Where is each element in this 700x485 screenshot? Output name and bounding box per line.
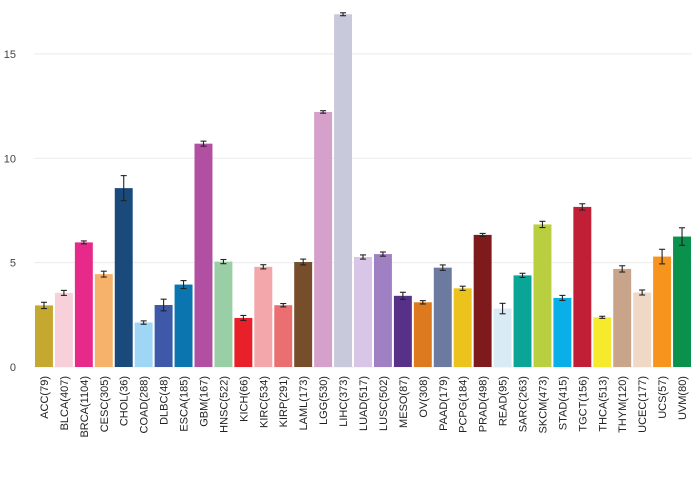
x-tick-label: UCS(57): [657, 376, 669, 419]
bar: [553, 297, 572, 367]
bar: [174, 284, 193, 367]
x-tick-label: KIRC(534): [258, 376, 270, 428]
x-tick-label: TGCT(156): [577, 376, 589, 432]
bar: [254, 266, 273, 367]
bar: [453, 288, 472, 367]
bar: [114, 188, 133, 367]
bar: [513, 275, 532, 367]
bar: [433, 267, 452, 367]
bar: [74, 242, 93, 367]
x-tick-label: BLCA(407): [59, 376, 71, 430]
y-tick-label: 15: [4, 49, 16, 61]
x-tick-label: LUAD(517): [358, 376, 370, 431]
x-tick-label: READ(95): [498, 376, 510, 426]
bar: [294, 262, 313, 367]
bar: [194, 143, 213, 367]
bar: [134, 322, 153, 367]
x-tick-label: UVM(80): [677, 376, 689, 420]
x-tick-label: OV(308): [418, 376, 430, 418]
x-tick-label: KIRP(291): [278, 376, 290, 427]
x-tick-label: LGG(530): [318, 376, 330, 425]
x-tick-label: PAAD(179): [438, 376, 450, 431]
bar: [493, 308, 512, 367]
x-tick-label: LIHC(373): [338, 376, 350, 427]
bar: [653, 256, 672, 367]
bar: [613, 268, 632, 367]
x-tick-label: STAD(415): [557, 376, 569, 430]
x-tick-label: PCPG(184): [458, 376, 470, 433]
x-tick-label: DLBC(48): [159, 376, 171, 425]
bar: [593, 317, 612, 367]
x-tick-label: SKCM(473): [537, 376, 549, 433]
bar: [673, 236, 692, 367]
bar: [274, 305, 293, 367]
x-tick-label: GBM(167): [198, 376, 210, 427]
bar: [94, 274, 113, 367]
x-tick-label: MESO(87): [398, 376, 410, 428]
x-tick-label: UCEC(177): [637, 376, 649, 433]
x-tick-label: BRCA(1104): [79, 376, 91, 438]
x-tick-label: COAD(288): [139, 376, 151, 433]
x-tick-label: SARC(263): [518, 376, 530, 432]
bar: [334, 14, 353, 368]
x-tick-label: THCA(513): [597, 376, 609, 432]
bar: [533, 224, 552, 367]
bar: [314, 111, 333, 367]
bar: [34, 305, 53, 367]
x-tick-label: THYM(120): [617, 376, 629, 433]
x-tick-label: ESCA(185): [179, 376, 191, 432]
bar: [473, 234, 492, 367]
y-tick-label: 5: [10, 258, 16, 270]
bar: [573, 206, 592, 367]
x-tick-label: LAML(173): [298, 376, 310, 430]
x-tick-label: CHOL(36): [119, 376, 131, 426]
x-tick-label: CESC(305): [99, 376, 111, 432]
x-tick-label: LUSC(502): [378, 376, 390, 431]
bar: [54, 292, 73, 367]
y-tick-label: 10: [4, 153, 16, 165]
x-tick-label: ACC(79): [39, 376, 51, 419]
x-tick-label: KICH(66): [238, 376, 250, 422]
bar: [413, 302, 432, 367]
bar: [373, 254, 392, 367]
bar: [154, 305, 173, 367]
bar: [354, 257, 372, 367]
x-tick-label: HNSC(522): [218, 376, 230, 433]
bar: [214, 261, 233, 367]
bar: [393, 295, 412, 367]
bar: [234, 317, 253, 367]
y-tick-label: 0: [10, 362, 16, 374]
x-tick-label: PRAD(498): [478, 376, 490, 432]
bar: [633, 292, 652, 367]
